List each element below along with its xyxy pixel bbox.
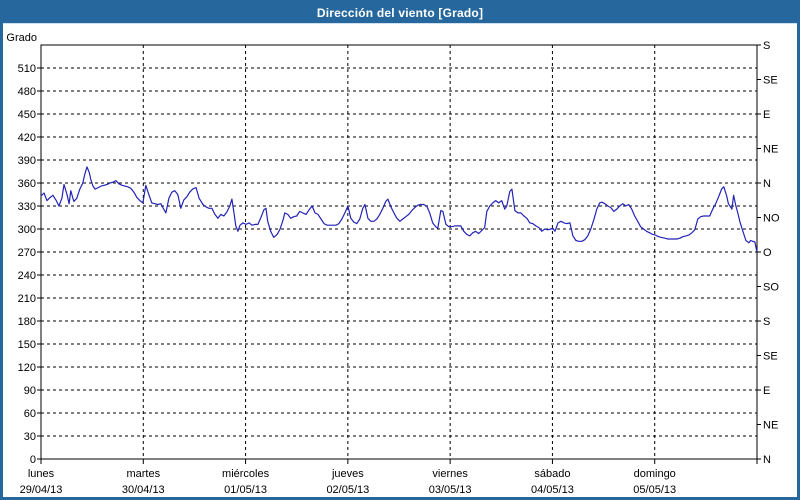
day-name-label: sábado xyxy=(534,468,570,480)
day-date-label: 05/05/13 xyxy=(633,484,676,496)
horizontal-gridlines xyxy=(41,67,757,437)
svg-text:390: 390 xyxy=(18,155,36,167)
day-date-label: 03/05/13 xyxy=(429,484,472,496)
svg-text:E: E xyxy=(763,109,770,121)
day-name-label: domingo xyxy=(634,468,676,480)
day-date-label: 01/05/13 xyxy=(224,484,267,496)
svg-text:300: 300 xyxy=(18,224,36,236)
svg-text:60: 60 xyxy=(24,408,36,420)
svg-text:NE: NE xyxy=(763,420,778,432)
svg-text:NO: NO xyxy=(763,213,780,225)
svg-text:E: E xyxy=(763,385,770,397)
svg-text:240: 240 xyxy=(18,270,36,282)
svg-text:210: 210 xyxy=(18,293,36,305)
day-name-label: martes xyxy=(126,468,160,480)
y-axis-right-compass: N NE E SE S SO O NO N NE E SE S xyxy=(757,40,780,466)
svg-text:360: 360 xyxy=(18,178,36,190)
window-titlebar: Dirección del viento [Grado] xyxy=(3,3,797,24)
day-name-label: jueves xyxy=(331,468,364,480)
svg-text:450: 450 xyxy=(18,109,36,121)
day-date-label: 02/05/13 xyxy=(326,484,369,496)
svg-text:S: S xyxy=(763,316,770,328)
svg-text:N: N xyxy=(763,454,771,466)
wind-direction-series-line xyxy=(40,166,758,252)
svg-text:330: 330 xyxy=(18,201,36,213)
svg-text:180: 180 xyxy=(18,316,36,328)
svg-text:120: 120 xyxy=(18,362,36,374)
svg-text:O: O xyxy=(763,247,772,259)
vertical-gridlines xyxy=(142,45,656,459)
svg-text:480: 480 xyxy=(18,86,36,98)
day-name-label: lunes xyxy=(28,468,55,480)
y-axis-left: Grado 0 30 60 90 120 150 180 210 240 270 300 330 360 3… xyxy=(6,32,41,466)
day-date-label: 04/05/13 xyxy=(531,484,574,496)
window-title: Dirección del viento [Grado] xyxy=(316,6,484,20)
svg-text:NE: NE xyxy=(763,144,778,156)
svg-text:SO: SO xyxy=(763,282,779,294)
wind-direction-chart: Grado 0 30 60 90 120 150 180 210 240 270 300 330 360 3… xyxy=(6,32,780,496)
svg-text:N: N xyxy=(763,178,771,190)
day-date-label: 30/04/13 xyxy=(122,484,165,496)
svg-text:0: 0 xyxy=(30,454,36,466)
svg-text:SE: SE xyxy=(763,75,778,87)
svg-text:510: 510 xyxy=(18,63,36,75)
day-name-label: viernes xyxy=(432,468,468,480)
svg-text:SE: SE xyxy=(763,351,778,363)
svg-text:420: 420 xyxy=(18,132,36,144)
svg-text:270: 270 xyxy=(18,247,36,259)
chart-area: Grado 0 30 60 90 120 150 180 210 240 270 300 330 360 3… xyxy=(3,24,797,497)
day-name-label: miércoles xyxy=(222,468,270,480)
day-date-label: 29/04/13 xyxy=(20,484,63,496)
svg-text:150: 150 xyxy=(18,339,36,351)
y-axis-unit-label: Grado xyxy=(6,32,37,44)
svg-text:S: S xyxy=(763,40,770,52)
svg-text:90: 90 xyxy=(24,385,36,397)
svg-text:30: 30 xyxy=(24,431,36,443)
x-axis-days: lunes 29/04/13 martes 30/04/13 miércoles 01/0… xyxy=(20,459,758,496)
